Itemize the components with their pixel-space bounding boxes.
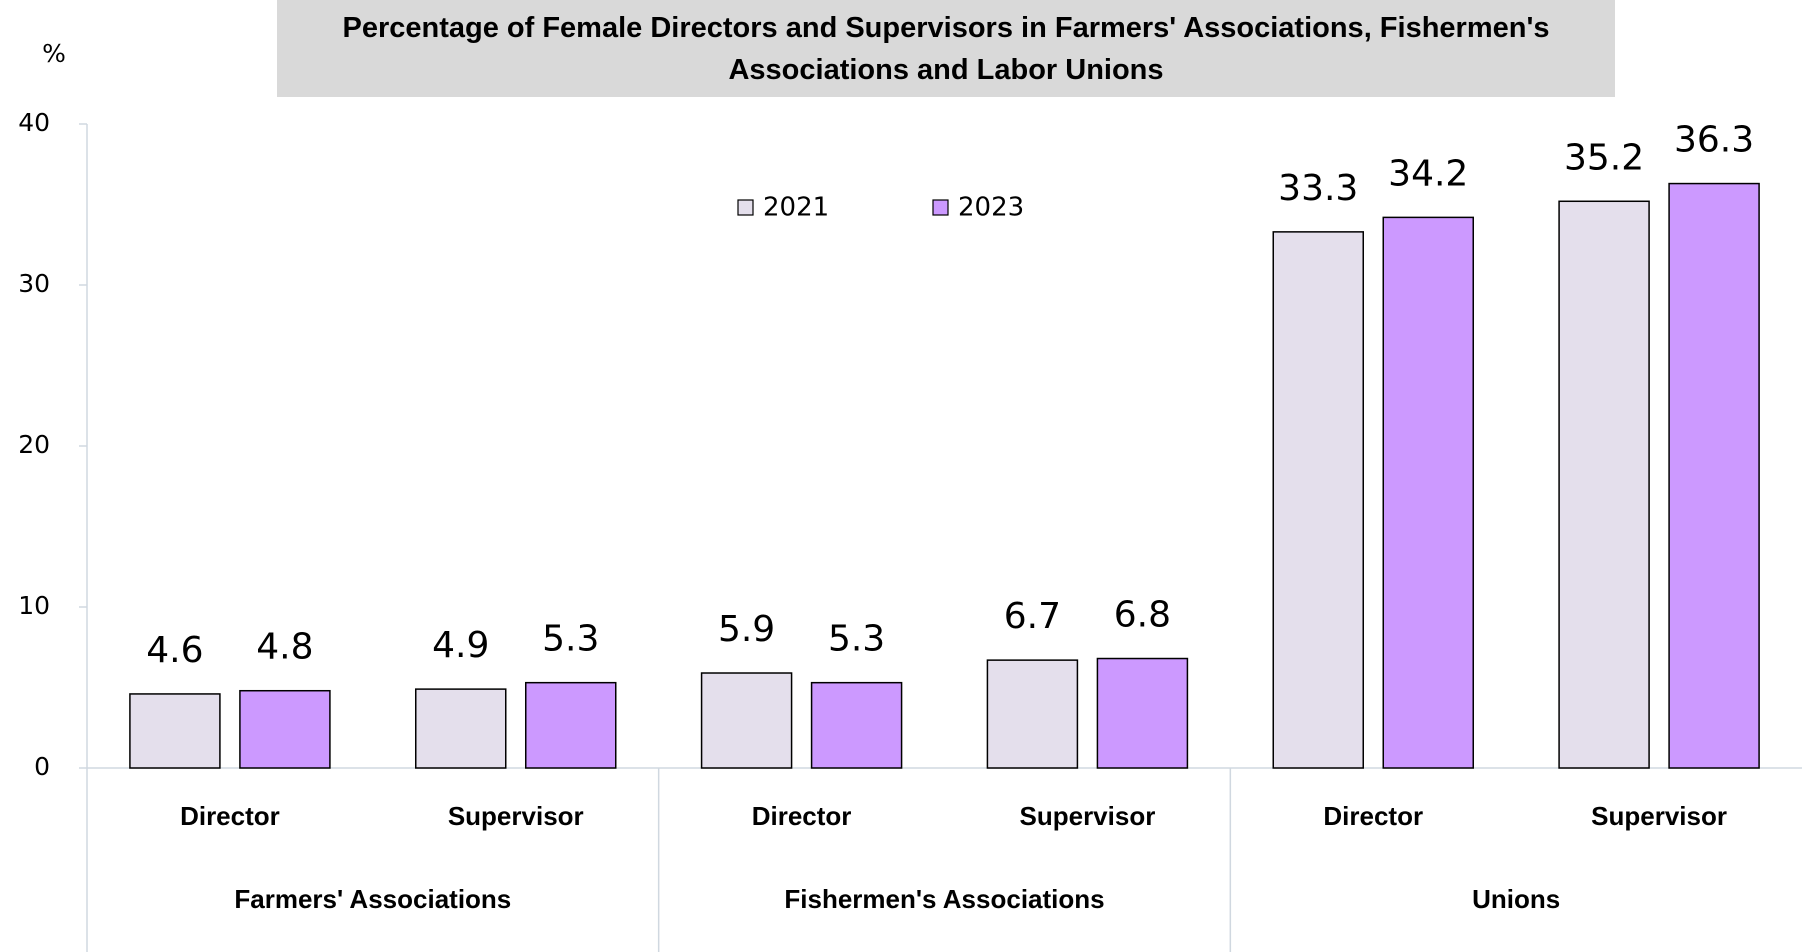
y-tick-label: 20 xyxy=(18,430,50,459)
y-axis-label: % xyxy=(42,39,66,68)
bar xyxy=(239,689,331,769)
x-tick-label: Supervisor xyxy=(448,801,584,831)
value-label: 34.2 xyxy=(1388,153,1468,194)
x-tick-label: Director xyxy=(180,801,280,831)
value-label: 4.8 xyxy=(256,627,313,668)
x-tick-label: Director xyxy=(1323,801,1423,831)
value-label: 33.3 xyxy=(1278,168,1358,209)
y-tick-label: 40 xyxy=(18,108,50,137)
value-label: 36.3 xyxy=(1674,120,1754,161)
value-label: 5.9 xyxy=(718,609,775,650)
legend-label: 2021 xyxy=(763,193,829,223)
bar xyxy=(129,693,221,769)
y-tick-label: 30 xyxy=(18,269,50,298)
bar xyxy=(700,672,793,769)
group-label: Farmers' Associations xyxy=(234,884,511,914)
bar xyxy=(1668,182,1760,769)
bar xyxy=(1272,231,1364,769)
x-tick-label: Director xyxy=(752,801,852,831)
bar xyxy=(525,681,617,769)
bar xyxy=(1558,200,1650,769)
bar xyxy=(986,659,1079,769)
x-tick-label: Supervisor xyxy=(1020,801,1156,831)
y-tick-label: 10 xyxy=(18,591,50,620)
value-label: 6.7 xyxy=(1004,596,1061,637)
value-label: 5.3 xyxy=(542,619,599,660)
bar xyxy=(810,681,903,769)
value-label: 5.3 xyxy=(828,619,885,660)
legend-swatch xyxy=(737,199,754,216)
x-tick-label: Supervisor xyxy=(1591,801,1727,831)
group-label: Unions xyxy=(1472,884,1560,914)
value-label: 4.6 xyxy=(146,630,203,671)
value-label: 4.9 xyxy=(432,625,489,666)
group-label: Fishermen's Associations xyxy=(784,884,1104,914)
value-label: 6.8 xyxy=(1114,595,1171,636)
legend-swatch xyxy=(932,199,949,216)
value-label: 35.2 xyxy=(1564,137,1644,178)
bar xyxy=(415,688,507,769)
legend-label: 2023 xyxy=(958,193,1024,223)
bar xyxy=(1382,216,1474,769)
bar xyxy=(1096,657,1189,769)
chart-title: Percentage of Female Directors and Super… xyxy=(277,0,1615,97)
y-tick-label: 0 xyxy=(34,752,50,781)
